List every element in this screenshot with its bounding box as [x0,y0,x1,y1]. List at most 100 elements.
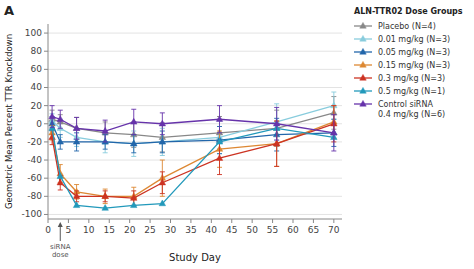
error-bar [274,107,279,140]
point [159,200,165,206]
error-bar-cap [58,134,63,135]
point [331,129,337,135]
point [273,120,279,126]
legend-label: Control siRNA0.4 mg/kg (N=6) [378,100,445,119]
point [273,140,279,146]
tick-label: 100 [25,28,42,38]
tick-label: 35 [185,225,196,235]
tick-label: 25 [144,225,155,235]
point [49,113,55,119]
annotation: siRNAdose [50,222,71,259]
error-bar-cap [331,150,336,151]
error-bar-cap [74,150,79,151]
text-line: 0.3 mg/kg (N=3) [378,74,445,83]
tick-label: 40 [206,225,218,235]
annotation-text: siRNAdose [50,243,71,259]
text-line: 0.15 mg/kg (N=3) [378,61,450,70]
legend-label: 0.3 mg/kg (N=3) [378,74,445,83]
text-line: Placebo (N=4) [378,22,436,31]
legend-entry: 0.3 mg/kg (N=3) [354,74,445,83]
tick-label: 30 [165,225,177,235]
error-bar [103,189,108,204]
legend-entry: Control siRNA0.4 mg/kg (N=6) [354,100,445,119]
error-bar [160,113,165,135]
legend-title: ALN-TTR02 Dose Groups [354,7,463,16]
error-bar-cap [274,166,279,167]
error-bar-cap [58,110,63,111]
legend-label: Placebo (N=4) [378,22,436,31]
point [131,202,137,208]
error-bar [103,191,108,202]
error-bar [74,117,79,139]
point [131,118,137,124]
error-bar-cap [74,117,79,118]
tick-mark [252,219,253,223]
error-bar-cap [160,152,165,153]
legend-marker [360,74,366,80]
tick-mark [44,160,48,161]
error-bar-cap [74,184,79,185]
point [102,205,108,211]
error-bar-cap [274,140,279,141]
error-bar-cap [50,144,55,145]
annotation-arrow [60,226,61,241]
tick-label: -60 [27,173,42,183]
point [57,138,63,144]
point [73,193,79,199]
tick-mark [68,219,69,223]
point [159,138,165,144]
grid-line [48,214,342,215]
error-bar-cap [160,155,165,156]
error-bar-cap [131,187,136,188]
error-bar [217,106,222,133]
tick-mark [231,219,232,223]
series [49,106,337,206]
error-bar-cap [160,134,165,135]
error-bar-cap [58,149,63,150]
tick-mark [44,51,48,52]
grid-line [48,105,342,106]
point [102,193,108,199]
error-bar-cap [217,105,222,106]
tick-mark [129,219,130,223]
text-line: dose [52,251,69,259]
error-bar [131,131,136,156]
error-bar-cap [160,171,165,172]
point [102,127,108,133]
point [57,116,63,122]
error-bar-cap [160,160,165,161]
tick-mark [272,219,273,223]
grid-line [48,33,342,34]
title: A [4,3,14,18]
series [49,117,337,154]
error-bar [217,142,222,175]
error-bar [131,135,136,153]
series [49,97,337,152]
tick-label: 15 [104,225,115,235]
legend: ALN-TTR02 Dose GroupsPlacebo (N=4)0.01 m… [354,7,463,119]
tick-mark [190,219,191,223]
tick-label: 45 [226,225,237,235]
error-bar-cap [103,190,108,191]
tick-label: 40 [31,82,43,92]
error-bar-cap [331,105,336,106]
tick-label: -40 [27,155,42,165]
tick-mark [170,219,171,223]
tick-mark [44,123,48,124]
tick-mark [109,219,110,223]
legend-label: 0.5 mg/kg (N=1) [378,87,445,96]
legend-marker [360,48,366,54]
tick-mark [211,219,212,223]
error-bar-line [162,160,163,196]
grid-line [48,51,342,52]
legend-entry: 0.5 mg/kg (N=1) [354,87,445,96]
tick-mark [44,87,48,88]
point [102,193,108,199]
text-line: 0.4 mg/kg (N=6) [378,110,445,119]
tick-mark [333,219,334,223]
tick-mark [44,178,48,179]
tick-mark [44,214,48,215]
tick-label: -80 [27,191,42,201]
tick-label: 65 [308,225,319,235]
legend-marker [360,61,366,67]
